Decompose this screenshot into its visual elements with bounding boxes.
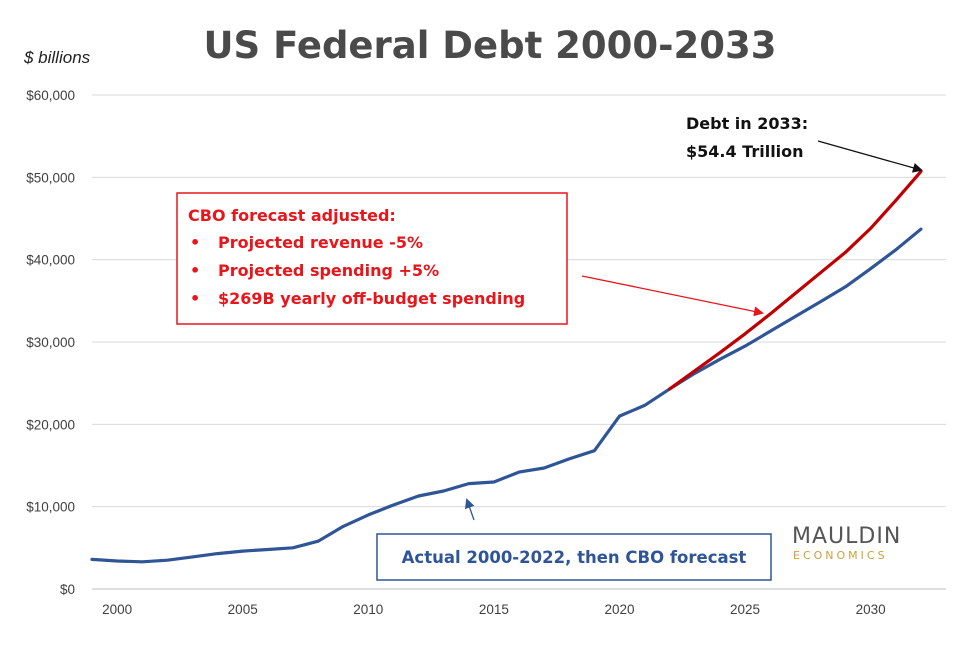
actual-and-cbo-forecast-line — [90, 227, 923, 564]
forecast-box-heading: CBO forecast adjusted: — [188, 206, 396, 225]
x-tick-label: 2000 — [102, 602, 132, 617]
forecast-arrow — [581, 275, 764, 317]
forecast-bullet-revenue: Projected revenue -5% — [218, 233, 423, 252]
actual-forecast-label-box: Actual 2000-2022, then CBO forecast — [376, 533, 772, 581]
y-tick-label: $50,000 — [26, 170, 75, 185]
debt-2033-label-line1: Debt in 2033: — [686, 114, 808, 133]
y-tick-label: $20,000 — [26, 417, 75, 432]
x-tick-label: 2005 — [228, 602, 258, 617]
y-tick-label: $0 — [60, 582, 75, 597]
y-tick-label: $30,000 — [26, 335, 75, 350]
bullet-dot-1: • — [190, 233, 200, 252]
x-tick-label: 2025 — [730, 602, 760, 617]
y-axis-ticks: $0 $10,000 $20,000 $30,000 $40,000 $50,000 $60… — [26, 88, 75, 597]
logo-sub-text: ECONOMICS — [793, 549, 888, 562]
x-tick-label: 2030 — [856, 602, 886, 617]
forecast-box-border — [176, 192, 568, 325]
x-axis-ticks: 2000 2005 2010 2015 2020 2025 2030 — [102, 602, 886, 617]
y-axis-unit-label: $ billions — [23, 48, 91, 67]
y-tick-label: $60,000 — [26, 88, 75, 103]
x-tick-label: 2020 — [604, 602, 634, 617]
actual-label-arrow — [464, 498, 475, 521]
chart-title: US Federal Debt 2000-2033 — [204, 24, 777, 67]
logo-main-text: MAULDIN — [792, 524, 901, 549]
actual-forecast-label: Actual 2000-2022, then CBO forecast — [402, 548, 747, 567]
mauldin-economics-logo: MAULDIN ECONOMICS — [792, 524, 901, 562]
bullet-dot-3: • — [190, 289, 200, 308]
series-lines — [90, 170, 923, 564]
debt-2033-arrow — [817, 140, 923, 173]
forecast-bullet-off-budget: $269B yearly off-budget spending — [218, 289, 525, 308]
adjusted-forecast-line — [668, 170, 923, 391]
x-tick-label: 2015 — [479, 602, 509, 617]
actual-label-border — [376, 533, 772, 581]
debt-2033-label-line2: $54.4 Trillion — [686, 142, 804, 161]
y-tick-label: $10,000 — [26, 500, 75, 515]
gridlines — [92, 94, 946, 590]
y-tick-label: $40,000 — [26, 253, 75, 268]
bullet-dot-2: • — [190, 261, 200, 280]
x-tick-label: 2010 — [353, 602, 383, 617]
forecast-bullet-spending: Projected spending +5% — [218, 261, 439, 280]
forecast-annotation-box: CBO forecast adjusted: • Projected reven… — [176, 192, 568, 325]
